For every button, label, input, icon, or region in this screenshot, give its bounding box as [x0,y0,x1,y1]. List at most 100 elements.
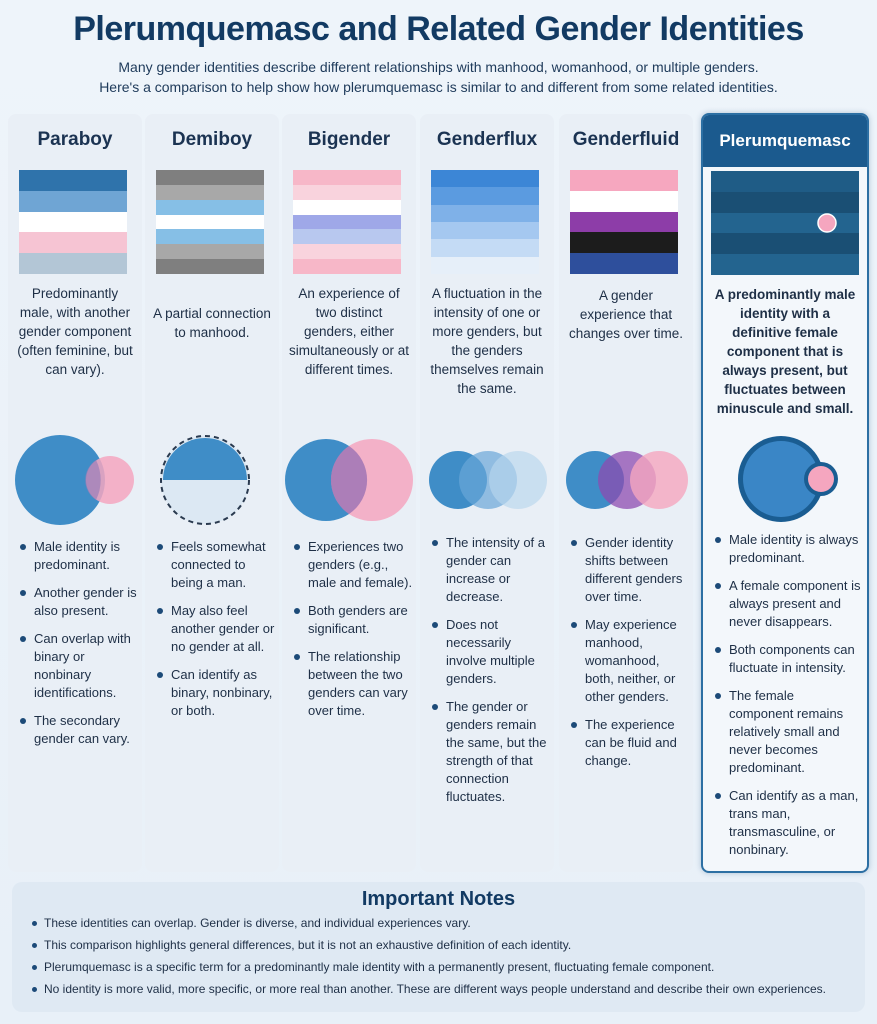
list-item: Feels somewhat connected to being a man. [155,538,277,592]
flag-stripe [293,199,401,215]
list-item: Male identity is predominant. [18,538,140,574]
list-item: Another gender is also present. [18,584,140,620]
gender-c-circle [630,451,688,509]
flag-stripe [431,170,539,188]
genderflux-intensity-circles [429,451,547,509]
list-item: The experience can be fluid and change. [569,716,691,770]
genderfluid-flag [570,170,678,274]
column-plerumquemasc: Plerumquemasc A predominantly male ident… [701,113,869,873]
column-bullets: Experiences two genders (e.g., male and … [292,538,414,730]
flag-stripe [19,253,127,274]
list-item: May also feel another gender or no gende… [155,602,277,656]
paraboy-venn-diagram [15,435,134,525]
flag-stripe [19,190,127,212]
list-item: Gender identity shifts between different… [569,534,691,606]
paraboy-flag [19,170,127,274]
column-demiboy: Demiboy A partial connection to manhood.… [145,114,279,872]
note-item: No identity is more valid, more specific… [30,982,860,997]
flag-stripe [293,244,401,260]
flag-stripe [711,171,859,192]
flag-stripe [19,170,127,191]
flag-stripe [711,233,859,255]
flag-stripe [431,221,539,240]
list-item: Can identify as binary, nonbinary, or bo… [155,666,277,720]
list-item: Both genders are significant. [292,602,414,638]
list-item: The gender or genders remain the same, b… [430,698,552,806]
flag-stripe [570,253,678,274]
list-item: The female component remains relatively … [713,687,861,777]
low-intensity-circle [489,451,547,509]
plerumquemasc-circle-diagram [738,436,838,522]
flag-stripe [156,199,264,215]
subtitle-line-1: Many gender identities describe differen… [118,59,759,75]
female-circle [808,466,834,492]
flag-stripe [293,259,401,274]
subtitle-line-2: Here's a comparison to help show how ple… [99,79,778,95]
flag-stripe [431,239,539,257]
plerumquemasc-flag [711,171,859,275]
notes-title: Important Notes [361,888,516,910]
list-item: The relationship between the two genders… [292,648,414,720]
flag-stripe [293,184,401,200]
list-item: Does not necessarily involve multiple ge… [430,616,552,688]
column-description: Predominantly male, with another gender … [17,286,133,377]
flag-stripe [711,191,859,213]
column-bullets: Feels somewhat connected to being a man.… [155,538,277,730]
note-item: These identities can overlap. Gender is … [30,916,860,931]
flag-stripe [156,214,264,230]
note-item: This comparison highlights general diffe… [30,938,860,953]
bigender-venn-diagram [285,439,413,521]
flag-stripe [570,232,678,254]
column-description: A gender experience that changes over ti… [568,288,684,341]
flag-stripe [293,214,401,230]
flag-stripe [570,170,678,191]
column-description: A fluctuation in the intensity of one or… [430,286,544,396]
page-subtitle: Many gender identities describe differen… [40,57,837,97]
column-description: A predominantly male identity with a def… [714,287,856,416]
demiboy-partial-circle [160,435,250,525]
column-description: A partial connection to manhood. [153,306,271,340]
flag-stripe [431,187,539,205]
column-paraboy: Paraboy Predominantly male, with another… [8,114,142,872]
flag-stripe [293,170,401,185]
genderflux-flag [431,170,539,274]
genderfluid-shifting-circles [566,451,688,509]
column-title: Paraboy [37,129,113,150]
column-bigender: Bigender An experience of two distinct g… [282,114,416,872]
column-genderfluid: Genderfluid A gender experience that cha… [559,114,693,872]
bigender-flag [293,170,401,274]
flag-stripe [19,211,127,233]
flag-stripe [156,170,264,185]
column-title: Genderflux [436,129,538,150]
column-bullets: Male identity is predominant. Another ge… [18,538,140,758]
male-circle [15,435,105,525]
column-description: An experience of two distinct genders, e… [288,286,410,377]
note-item: Plerumquemasc is a specific term for a p… [30,960,860,975]
overlap-region [85,460,101,500]
flag-stripe [156,244,264,260]
list-item: Can overlap with binary or nonbinary ide… [18,630,140,702]
male-circle-inner [743,441,819,517]
demiboy-flag [156,170,264,274]
column-bullets: The intensity of a gender can increase o… [430,534,552,816]
overlap-region [330,446,368,514]
male-portion [163,438,247,480]
list-item: Can identify as a man, trans man, transm… [713,787,861,859]
page-title: Plerumquemasc and Related Gender Identit… [73,10,804,48]
flag-stripe [156,229,264,245]
list-item: Both components can fluctuate in intensi… [713,641,861,677]
column-title: Demiboy [171,129,253,150]
flag-pink-dot [817,213,837,233]
flag-stripe [431,256,539,274]
list-item: The secondary gender can vary. [18,712,140,748]
column-genderflux: Genderflux A fluctuation in the intensit… [420,114,554,872]
column-title: Bigender [307,129,391,150]
list-item: May experience manhood, womanhood, both,… [569,616,691,706]
column-bullets: Male identity is always predominant. A f… [713,531,861,869]
flag-stripe [19,232,127,254]
list-item: Male identity is always predominant. [713,531,861,567]
column-title: Plerumquemasc [703,115,867,167]
flag-stripe [156,184,264,200]
flag-stripe [570,190,678,212]
notes-list: These identities can overlap. Gender is … [30,916,860,1004]
